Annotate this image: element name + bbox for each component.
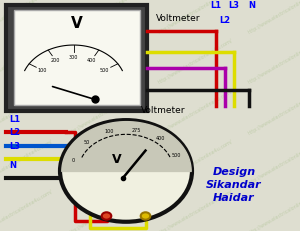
- Text: http://www.electricalonline4u.com/: http://www.electricalonline4u.com/: [157, 38, 233, 85]
- Text: 300: 300: [69, 55, 78, 60]
- Circle shape: [60, 120, 192, 222]
- Text: 400: 400: [87, 58, 96, 63]
- Text: N: N: [248, 1, 256, 10]
- FancyBboxPatch shape: [14, 10, 140, 105]
- Text: http://www.electricalonline4u.com/: http://www.electricalonline4u.com/: [67, 189, 143, 231]
- Text: http://www.electricalonline4u.com/: http://www.electricalonline4u.com/: [0, 38, 53, 85]
- FancyBboxPatch shape: [6, 5, 147, 111]
- Text: http://www.electricalonline4u.com/: http://www.electricalonline4u.com/: [0, 189, 53, 231]
- Text: L1: L1: [210, 1, 222, 10]
- Text: http://www.electricalonline4u.com/: http://www.electricalonline4u.com/: [0, 0, 53, 35]
- Text: 500: 500: [172, 153, 181, 158]
- Text: 100: 100: [105, 129, 114, 134]
- Text: L2: L2: [219, 16, 231, 25]
- Text: http://www.electricalonline4u.com/: http://www.electricalonline4u.com/: [247, 189, 300, 231]
- Text: http://www.electricalonline4u.com/: http://www.electricalonline4u.com/: [67, 38, 143, 85]
- Text: http://www.electricalonline4u.com/: http://www.electricalonline4u.com/: [67, 88, 143, 136]
- Text: 0: 0: [72, 158, 75, 163]
- Text: 275: 275: [131, 128, 141, 133]
- Circle shape: [141, 212, 150, 220]
- Text: Design
Sikandar
Haidar: Design Sikandar Haidar: [206, 167, 262, 203]
- Text: http://www.electricalonline4u.com/: http://www.electricalonline4u.com/: [247, 38, 300, 85]
- Text: 200: 200: [51, 58, 60, 63]
- Text: L1: L1: [9, 115, 20, 124]
- Text: http://www.electricalonline4u.com/: http://www.electricalonline4u.com/: [67, 139, 143, 186]
- Text: http://www.electricalonline4u.com/: http://www.electricalonline4u.com/: [247, 0, 300, 35]
- Text: 500: 500: [100, 68, 109, 73]
- Text: 100: 100: [38, 68, 47, 73]
- Text: Voltmeter: Voltmeter: [156, 14, 200, 23]
- Text: http://www.electricalonline4u.com/: http://www.electricalonline4u.com/: [0, 139, 53, 186]
- Text: L3: L3: [9, 142, 20, 151]
- Circle shape: [102, 212, 111, 220]
- Text: N: N: [9, 161, 16, 170]
- Text: http://www.electricalonline4u.com/: http://www.electricalonline4u.com/: [157, 189, 233, 231]
- Text: http://www.electricalonline4u.com/: http://www.electricalonline4u.com/: [247, 139, 300, 186]
- Text: L2: L2: [9, 128, 20, 137]
- Text: http://www.electricalonline4u.com/: http://www.electricalonline4u.com/: [157, 0, 233, 35]
- Text: V: V: [70, 16, 83, 30]
- Text: Voltmeter: Voltmeter: [141, 106, 185, 115]
- Text: http://www.electricalonline4u.com/: http://www.electricalonline4u.com/: [67, 0, 143, 35]
- Text: http://www.electricalonline4u.com/: http://www.electricalonline4u.com/: [0, 88, 53, 136]
- Text: http://www.electricalonline4u.com/: http://www.electricalonline4u.com/: [157, 139, 233, 186]
- Text: L3: L3: [229, 1, 239, 10]
- Text: http://www.electricalonline4u.com/: http://www.electricalonline4u.com/: [247, 88, 300, 136]
- Text: 50: 50: [83, 140, 90, 145]
- Text: V: V: [112, 153, 122, 166]
- Text: http://www.electricalonline4u.com/: http://www.electricalonline4u.com/: [157, 88, 233, 136]
- Text: 400: 400: [156, 136, 165, 141]
